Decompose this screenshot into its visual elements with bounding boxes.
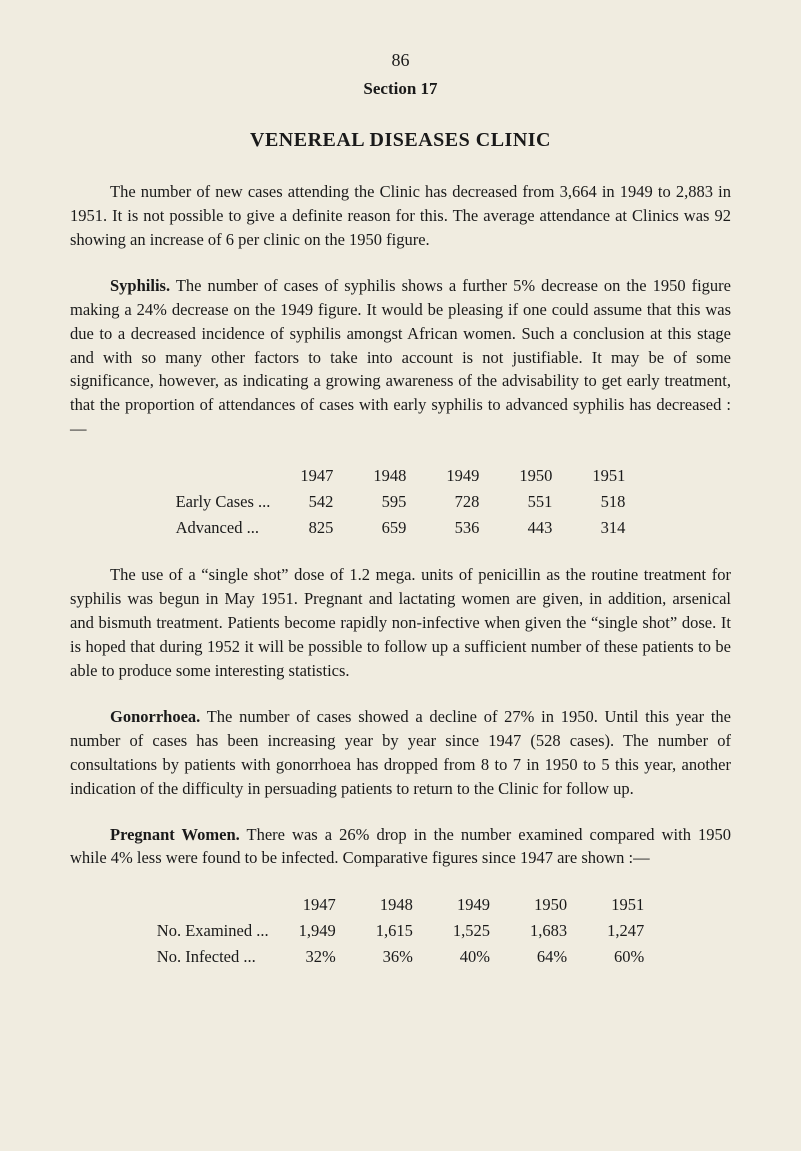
- table-row: No. Infected ... 32% 36% 40% 64% 60%: [137, 944, 664, 970]
- table-year: 1950: [510, 892, 587, 918]
- table-year: 1947: [280, 463, 353, 489]
- table-year: 1949: [426, 463, 499, 489]
- table-cell: 659: [353, 515, 426, 541]
- row-label: Advanced ...: [156, 515, 281, 541]
- syphilis-body: The number of cases of syphilis shows a …: [70, 276, 731, 439]
- gonorrhoea-paragraph: Gonorrhoea. The number of cases showed a…: [70, 705, 731, 801]
- table-year: 1948: [353, 463, 426, 489]
- table-row: Early Cases ... 542 595 728 551 518: [156, 489, 646, 515]
- table-cell: 518: [572, 489, 645, 515]
- table-year: 1949: [433, 892, 510, 918]
- table-cell: 1,525: [433, 918, 510, 944]
- table-cell: 542: [280, 489, 353, 515]
- table-header-blank: [137, 892, 279, 918]
- table-year: 1950: [499, 463, 572, 489]
- pregnant-table: 1947 1948 1949 1950 1951 No. Examined ..…: [137, 892, 664, 970]
- page-number: 86: [70, 50, 731, 71]
- section-label: Section 17: [70, 79, 731, 99]
- table-cell: 443: [499, 515, 572, 541]
- table-year: 1951: [572, 463, 645, 489]
- table-cell: 60%: [587, 944, 664, 970]
- table-cell: 32%: [279, 944, 356, 970]
- pregnant-head: Pregnant Women.: [110, 825, 240, 844]
- row-label: No. Examined ...: [137, 918, 279, 944]
- table-cell: 1,683: [510, 918, 587, 944]
- table-cell: 64%: [510, 944, 587, 970]
- table-header-blank: [156, 463, 281, 489]
- table-cell: 728: [426, 489, 499, 515]
- row-label: No. Infected ...: [137, 944, 279, 970]
- gonorrhoea-head: Gonorrhoea.: [110, 707, 200, 726]
- table-cell: 1,949: [279, 918, 356, 944]
- table-year: 1948: [356, 892, 433, 918]
- pregnant-paragraph: Pregnant Women. There was a 26% drop in …: [70, 823, 731, 871]
- table-cell: 595: [353, 489, 426, 515]
- intro-paragraph: The number of new cases attending the Cl…: [70, 180, 731, 252]
- table-year: 1951: [587, 892, 664, 918]
- syphilis-paragraph: Syphilis. The number of cases of syphili…: [70, 274, 731, 441]
- table-cell: 536: [426, 515, 499, 541]
- table-header-row: 1947 1948 1949 1950 1951: [156, 463, 646, 489]
- table-header-row: 1947 1948 1949 1950 1951: [137, 892, 664, 918]
- syphilis-table: 1947 1948 1949 1950 1951 Early Cases ...…: [156, 463, 646, 541]
- table-cell: 825: [280, 515, 353, 541]
- single-shot-paragraph: The use of a “single shot” dose of 1.2 m…: [70, 563, 731, 683]
- table-cell: 40%: [433, 944, 510, 970]
- syphilis-head: Syphilis.: [110, 276, 170, 295]
- table-row: Advanced ... 825 659 536 443 314: [156, 515, 646, 541]
- row-label: Early Cases ...: [156, 489, 281, 515]
- table-cell: 36%: [356, 944, 433, 970]
- table-cell: 1,247: [587, 918, 664, 944]
- table-year: 1947: [279, 892, 356, 918]
- table-row: No. Examined ... 1,949 1,615 1,525 1,683…: [137, 918, 664, 944]
- page-title: VENEREAL DISEASES CLINIC: [70, 129, 731, 152]
- document-page: 86 Section 17 VENEREAL DISEASES CLINIC T…: [0, 0, 801, 1032]
- table-cell: 551: [499, 489, 572, 515]
- table-cell: 1,615: [356, 918, 433, 944]
- table-cell: 314: [572, 515, 645, 541]
